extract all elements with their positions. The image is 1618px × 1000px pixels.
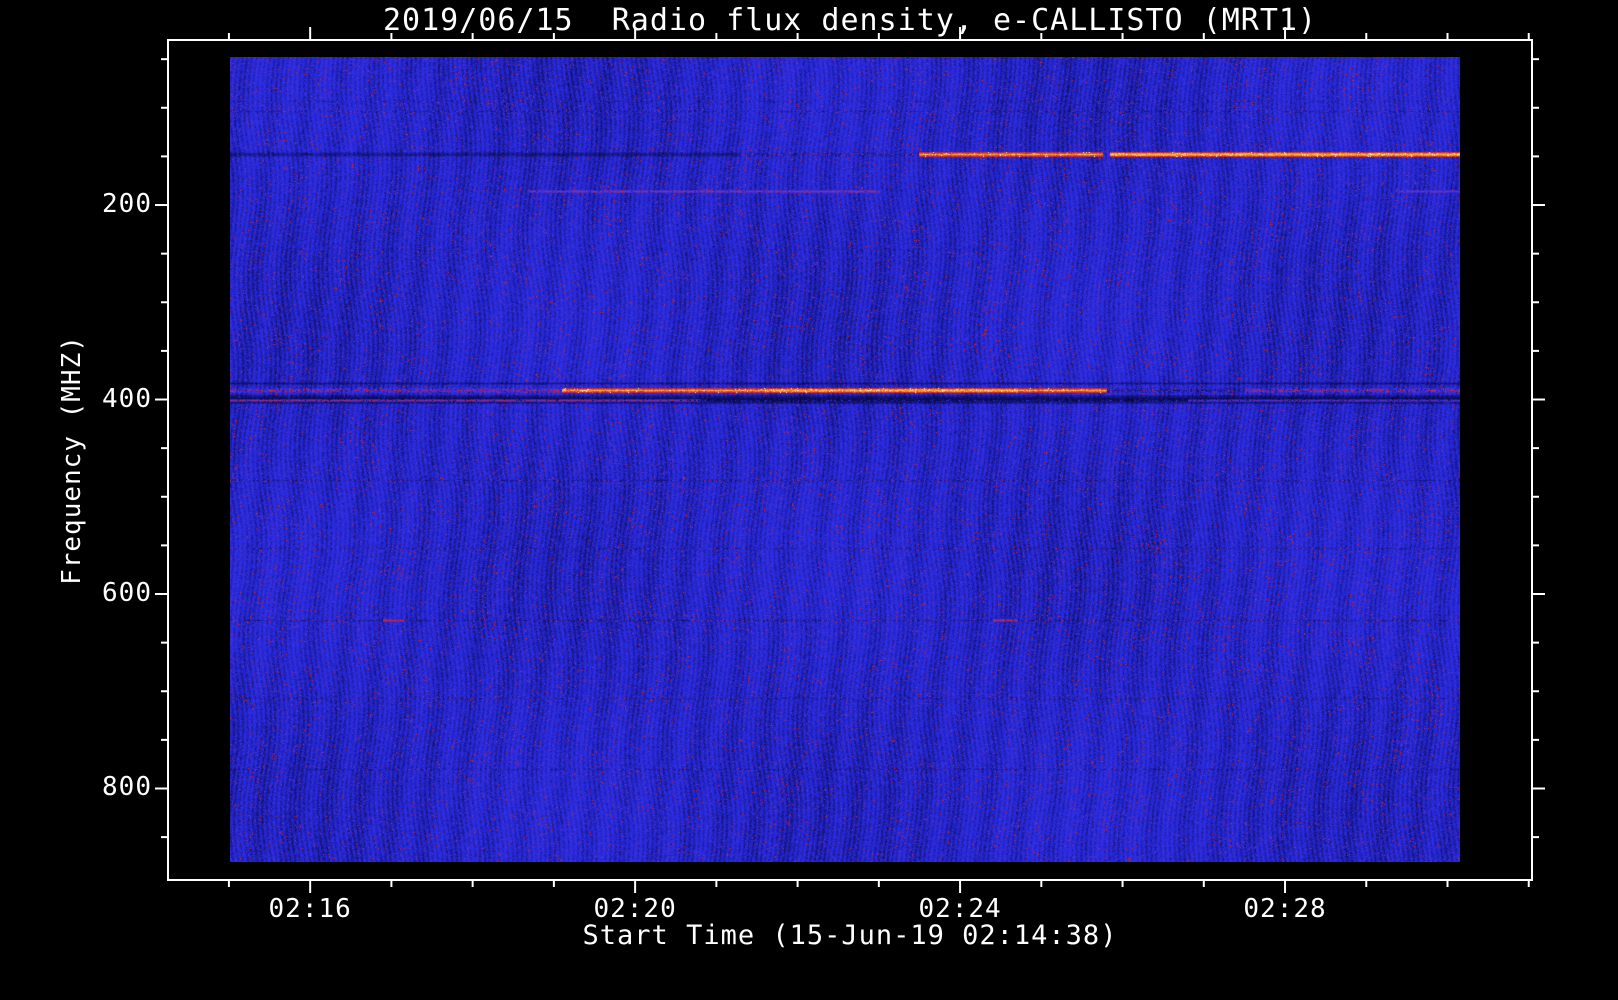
x-tick-label: 02:28 <box>1243 894 1327 924</box>
spectrogram-image <box>230 57 1460 862</box>
y-tick-label: 600 <box>102 578 152 608</box>
x-tick-label: 02:20 <box>593 894 677 924</box>
y-tick-labels: 200 400 600 800 <box>0 0 168 1000</box>
y-tick-label: 800 <box>102 772 152 803</box>
x-tick-label: 02:24 <box>918 894 1002 924</box>
chart-title: 2019/06/15 Radio flux density, e-CALLIST… <box>382 3 1317 38</box>
y-tick-label: 400 <box>102 383 152 414</box>
x-tick-label: 02:16 <box>268 894 352 924</box>
y-tick-label: 200 <box>102 189 152 220</box>
x-tick-labels: 02:16 02:20 02:24 02:28 <box>0 894 1618 924</box>
x-axis-label: Start Time (15-Jun-19 02:14:38) <box>582 920 1118 951</box>
